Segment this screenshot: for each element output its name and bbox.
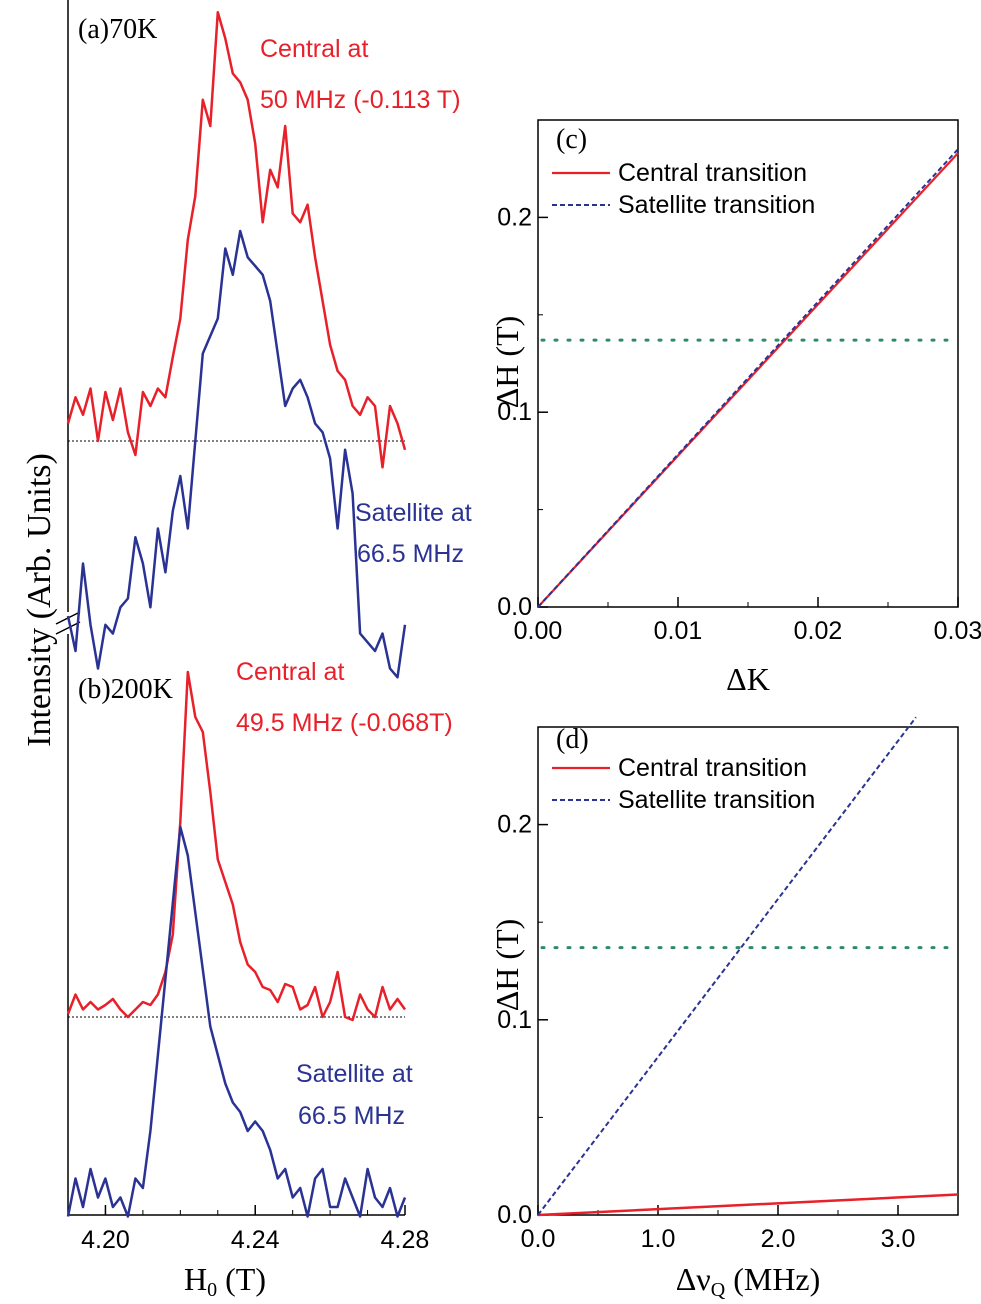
d-y-tick-label-0: 0.0 — [497, 1201, 532, 1229]
panel-c-central-line — [537, 152, 959, 608]
b-central-label-2: 49.5 MHz (-0.068T) — [236, 709, 453, 737]
c-x-tick-label-3: 0.03 — [934, 617, 981, 645]
d-x-label-unit: (MHz) — [725, 1261, 820, 1297]
left-x-tick-label-2: 4.28 — [381, 1226, 430, 1254]
c-x-tick-label-1: 0.01 — [654, 617, 703, 645]
left-panels: 4.20 4.24 4.28 (a)70K Central at 50 MHz (-… — [21, 0, 472, 1301]
panel-b-label: (b)200K — [78, 674, 173, 705]
legend-d-central: Central transition — [618, 754, 807, 782]
panel-d-ticks: 0.0 1.0 2.0 3.0 0.0 0.1 0.2 — [497, 811, 915, 1253]
y-axis-label-left: Intensity (Arb. Units) — [21, 453, 58, 747]
left-x-ticks: 4.20 4.24 4.28 — [81, 1205, 429, 1254]
a-satellite-label-2: 66.5 MHz — [357, 540, 464, 568]
c-x-tick-label-2: 0.02 — [794, 617, 843, 645]
x-axis-label-left: H0 (T) — [184, 1261, 266, 1301]
d-x-tick-label-1: 1.0 — [641, 1225, 676, 1253]
d-x-tick-label-0: 0.0 — [521, 1225, 556, 1253]
panel-d: 0.0 1.0 2.0 3.0 0.0 0.1 0.2 (d) Central transi… — [489, 716, 959, 1301]
a-central-label-1: Central at — [260, 35, 368, 63]
spectrum-a-satellite — [66, 229, 407, 679]
b-central-label-1: Central at — [236, 658, 344, 686]
d-y-tick-label-1: 0.1 — [497, 1006, 532, 1034]
a-central-label-2: 50 MHz (-0.113 T) — [260, 86, 461, 114]
spectrum-a-central — [66, 10, 407, 469]
left-x-tick-label-0: 4.20 — [81, 1226, 130, 1254]
a-satellite-label-1: Satellite at — [355, 499, 472, 527]
b-satellite-label-2: 66.5 MHz — [298, 1102, 405, 1130]
panel-d-x-label: ΔνQ (MHz) — [676, 1261, 821, 1301]
panel-c-label: (c) — [556, 124, 587, 155]
panel-d-y-label: ΔH (T) — [489, 919, 525, 1012]
panel-c-y-label: ΔH (T) — [489, 316, 525, 409]
b-satellite-label-1: Satellite at — [296, 1060, 413, 1088]
panel-c: 0.00 0.01 0.02 0.03 0.0 0.1 0.2 (c) Central tr… — [489, 119, 981, 697]
axis-break-mark-2 — [55, 621, 81, 635]
d-y-tick-label-2: 0.2 — [497, 811, 532, 839]
panel-d-frame — [537, 726, 959, 1216]
legend-d-satellite: Satellite transition — [618, 786, 815, 814]
spectrum-b-central — [66, 670, 407, 1022]
d-x-tick-label-3: 3.0 — [881, 1225, 916, 1253]
panel-d-central-line — [537, 1193, 959, 1217]
c-y-tick-label-2: 0.2 — [497, 203, 532, 231]
legend-c-satellite: Satellite transition — [618, 191, 815, 219]
x-label-h-unit: (T) — [217, 1261, 266, 1297]
c-x-tick-label-0: 0.00 — [514, 617, 563, 645]
d-x-label-sub: Q — [711, 1279, 726, 1301]
c-y-tick-label-1: 0.1 — [497, 398, 532, 426]
x-label-h: H — [184, 1261, 207, 1297]
panel-a-label: (a)70K — [78, 14, 157, 45]
d-x-label-nu: Δν — [676, 1261, 711, 1297]
x-label-h-sub: 0 — [207, 1279, 217, 1301]
left-x-tick-label-1: 4.24 — [231, 1226, 280, 1254]
d-x-tick-label-2: 2.0 — [761, 1225, 796, 1253]
c-y-tick-label-0: 0.0 — [497, 593, 532, 621]
spectrum-b-satellite — [66, 825, 407, 1218]
panel-d-label: (d) — [556, 724, 589, 755]
panel-d-satellite-line — [537, 716, 917, 1216]
panel-c-x-label: ΔK — [726, 661, 770, 697]
panel-c-ticks: 0.00 0.01 0.02 0.03 0.0 0.1 0.2 — [497, 203, 981, 645]
legend-c-central: Central transition — [618, 159, 807, 187]
